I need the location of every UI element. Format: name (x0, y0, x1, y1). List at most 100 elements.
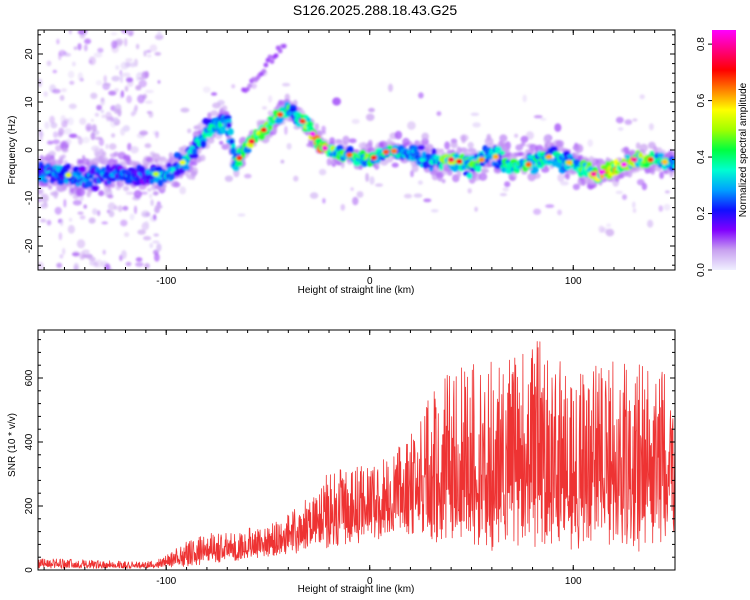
heatmap-ridge-cell (191, 148, 198, 155)
heatmap-noise-cell (135, 43, 140, 50)
heatmap-noise-cell (140, 191, 148, 195)
heatmap-noise-cell (135, 85, 142, 91)
heatmap-peak-cell (631, 157, 638, 163)
heatmap-noise-cell (47, 140, 54, 145)
heatmap-noise-cell (114, 88, 119, 93)
heatmap-noise-cell (120, 61, 129, 70)
heatmap-noise-cell (244, 173, 252, 179)
heatmap-noise-cell (237, 213, 246, 217)
heatmap-halo-cell (459, 147, 468, 153)
heatmap-noise-cell (351, 118, 360, 124)
heatmap-halo-cell (484, 137, 494, 146)
heatmap-peak-cell (321, 145, 329, 151)
heatmap-noise-cell (111, 75, 120, 82)
heatmap-noise-cell (587, 139, 593, 147)
heatmap-noise-cell (615, 190, 623, 195)
heatmap-noise-cell (557, 173, 565, 183)
colorbar-tick-label: 0.6 (696, 93, 707, 107)
heatmap-noise-cell (73, 262, 79, 270)
heatmap-noise-cell (82, 136, 90, 144)
snr-ylabel: SNR (10 * v/v) (7, 413, 18, 477)
heatmap-halo-cell (358, 142, 367, 150)
y-tick-label: 600 (24, 369, 35, 386)
heatmap-noise-cell (350, 187, 354, 191)
heatmap-halo-cell (110, 181, 116, 189)
heatmap-ridge-cell (417, 144, 426, 151)
heatmap-noise-cell (88, 217, 96, 224)
heatmap-ridge-cell (41, 178, 49, 184)
heatmap-noise-cell (332, 97, 341, 106)
heatmap-halo-cell (447, 170, 453, 176)
heatmap-noise-cell (157, 80, 161, 84)
heatmap-ridge-cell (499, 150, 506, 156)
heatmap-halo-cell (210, 110, 219, 117)
heatmap-noise-cell (91, 145, 100, 152)
heatmap-ridge-cell (100, 166, 107, 173)
heatmap-noise-cell (85, 123, 93, 132)
y-tick-label: -20 (24, 238, 35, 253)
heatmap-noise-cell (148, 193, 153, 199)
heatmap-noise-cell (157, 30, 162, 36)
heatmap-halo-cell (533, 172, 541, 179)
heatmap-peak-cell (152, 171, 160, 177)
heatmap-noise-cell (124, 85, 129, 92)
heatmap-halo-cell (326, 158, 332, 166)
heatmap-halo-cell (439, 148, 444, 153)
heatmap-noise-cell (375, 183, 383, 187)
heatmap-noise-cell (648, 123, 654, 131)
heatmap-noise-cell (63, 127, 72, 135)
heatmap-halo-cell (402, 137, 410, 147)
heatmap-halo-cell (555, 140, 564, 147)
heatmap-halo-cell (385, 158, 394, 163)
heatmap-noise-cell (125, 77, 134, 83)
heatmap-noise-cell (365, 172, 369, 182)
heatmap-noise-cell (101, 114, 107, 119)
heatmap-halo-cell (207, 112, 212, 120)
heatmap-noise-cell (79, 215, 86, 220)
heatmap-ridge-cell (346, 145, 354, 154)
heatmap-ridge-cell (205, 132, 213, 138)
x-tick-label: -100 (156, 276, 176, 287)
heatmap-noise-cell (284, 125, 288, 135)
heatmap-noise-cell (540, 117, 547, 121)
heatmap-ridge-cell (182, 165, 190, 171)
heatmap-peak-cell (478, 157, 485, 163)
heatmap-noise-cell (407, 121, 416, 130)
heatmap-ridge-cell (638, 151, 644, 160)
heatmap-halo-cell (650, 166, 656, 175)
heatmap-peak-cell (661, 159, 668, 165)
heatmap-noise-cell (143, 236, 152, 241)
heatmap-noise-cell (72, 61, 76, 67)
heatmap-ridge-cell (306, 121, 314, 127)
heatmap-ridge-cell (223, 114, 232, 120)
heatmap-ridge-cell (474, 165, 482, 173)
heatmap-ridge-cell (105, 164, 111, 172)
heatmap-noise-cell (144, 263, 150, 269)
heatmap-noise-cell (533, 208, 542, 215)
heatmap-branch-cell (269, 59, 275, 64)
heatmap-noise-cell (470, 112, 480, 117)
heatmap-halo-cell (450, 141, 458, 149)
heatmap-noise-cell (68, 30, 72, 35)
heatmap-noise-cell (268, 95, 273, 103)
heatmap-noise-cell (224, 175, 233, 182)
heatmap-ridge-cell (64, 163, 71, 170)
heatmap-noise-cell (90, 92, 98, 100)
heatmap-halo-cell (102, 156, 109, 164)
heatmap-noise-cell (73, 46, 78, 50)
heatmap-ridge-cell (90, 166, 97, 174)
heatmap-noise-cell (622, 194, 627, 201)
heatmap-halo-cell (329, 137, 336, 145)
heatmap-noise-cell (78, 137, 83, 145)
heatmap-halo-cell (515, 144, 523, 151)
heatmap-noise-cell (108, 90, 117, 96)
heatmap-noise-cell (369, 176, 375, 185)
heatmap-noise-cell (356, 191, 364, 198)
heatmap-halo-cell (187, 128, 192, 134)
heatmap-noise-cell (152, 240, 160, 244)
heatmap-halo-cell (411, 164, 419, 173)
colorbar-label: Normalized spectral amplitude (738, 82, 749, 217)
heatmap-noise-cell (120, 90, 124, 98)
heatmap-peak-cell (647, 157, 654, 163)
heatmap-noise-cell (474, 206, 478, 212)
